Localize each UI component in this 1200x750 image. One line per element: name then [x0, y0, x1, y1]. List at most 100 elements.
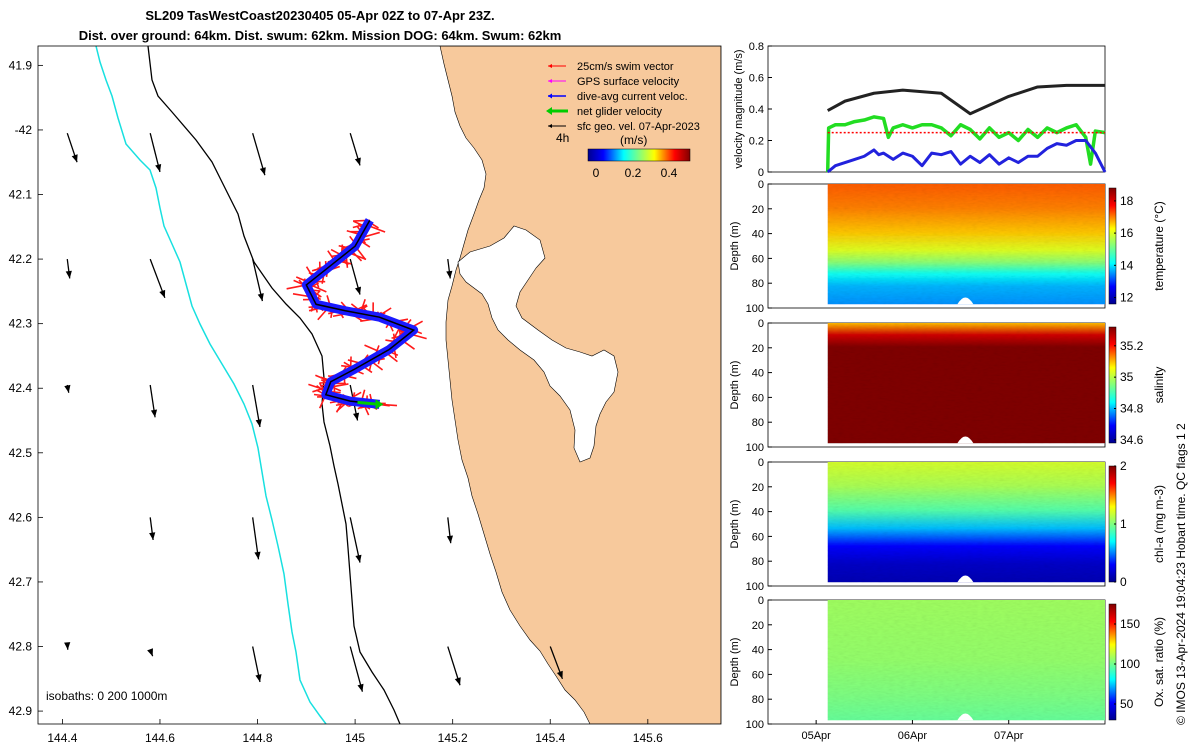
legend-colorbar [587, 148, 691, 162]
legend-label: dive-avg current veloc. [577, 91, 688, 103]
profile-field [827, 323, 1105, 444]
geo-vector-arrow [252, 517, 261, 560]
colorbar-tick-label: 1 [1120, 517, 1127, 531]
geo-vector-arrow [252, 258, 264, 302]
colorbar-tick-label: 35.2 [1120, 339, 1144, 353]
profile-field [827, 600, 1105, 721]
profile-ytick-label: 40 [752, 645, 764, 657]
legend-label: net glider velocity [577, 106, 662, 118]
colorbar-tick-label: 16 [1120, 226, 1134, 240]
isobaths-label: isobaths: 0 200 1000m [46, 689, 167, 703]
colorbar-title: (m/s) [620, 133, 647, 147]
map-ytick-label: 42.6 [9, 510, 33, 524]
profile-ytick-label: 100 [746, 442, 764, 454]
colorbar-label: Ox. sat. ratio (%) [1152, 617, 1166, 707]
profile-panel-salinity: 0 20 40 60 80 100 Depth (m) 34.6 34.8 35 35.2 salin… [729, 318, 1166, 454]
legend-item-dive-avg: dive-avg current veloc. [548, 91, 688, 103]
profile-ytick-label: 0 [758, 318, 764, 330]
map-ytick-label: 42.5 [9, 446, 33, 460]
profile-ytick-label: 100 [746, 719, 764, 731]
colorbar-tick-label: 100 [1120, 657, 1140, 671]
profile-panel-temperature: 0 20 40 60 80 100 Depth (m) 12 14 16 18 temperature… [729, 179, 1166, 315]
legend-item-gps: GPS surface velocity [548, 76, 680, 88]
velocity-series-line [826, 139, 1107, 174]
map-ytick-label: 42.2 [9, 252, 33, 266]
map-xtick-label: 145.6 [633, 731, 663, 745]
velocity-ylabel: velocity magnitude (m/s) [733, 49, 745, 168]
legend-label: 25cm/s swim vector [577, 61, 674, 73]
legend-label: GPS surface velocity [577, 76, 680, 88]
colorbar-tick-label: 12 [1120, 291, 1134, 305]
map-legend: 25cm/s swim vector GPS surface velocity … [546, 61, 700, 180]
geostrophic-vectors [64, 132, 564, 692]
profile-ytick-label: 60 [752, 669, 764, 681]
colorbar-tick-label: 14 [1120, 258, 1134, 272]
profile-panel-chla: 0 20 40 60 80 100 Depth (m) 0 1 2 chl-a (mg m-3) [729, 457, 1166, 593]
geo-vector-arrow [64, 384, 71, 393]
profile-field [827, 184, 1105, 305]
colorbar-tick-label: 34.8 [1120, 402, 1144, 416]
profile-field [827, 462, 1105, 583]
colorbar-tick-label: 0 [1120, 575, 1127, 589]
geo-vector-arrow [252, 646, 262, 683]
profile-colorbar [1108, 326, 1117, 444]
seafloor-bump [957, 713, 974, 721]
legend-item-net: net glider velocity [546, 106, 662, 118]
colorbar-label: temperature (°C) [1152, 201, 1166, 291]
velocity-series-line [825, 115, 1106, 173]
legend-interval: 4h [556, 131, 569, 145]
macquarie-harbour [457, 225, 619, 463]
colorbar-tick-label: 35 [1120, 370, 1134, 384]
profile-ytick-label: 40 [752, 507, 764, 519]
geo-vector-arrow [349, 646, 364, 692]
profile-panel-oxygen: 0 20 40 60 80 100 Depth (m) 50 100 150 Ox. sat. ra… [729, 595, 1166, 742]
profile-ytick-label: 80 [752, 556, 764, 568]
seafloor-bump [957, 297, 974, 305]
legend-label: sfc geo. vel. 07-Apr-2023 [577, 121, 700, 133]
profile-ytick-label: 100 [746, 303, 764, 315]
profile-ytick-label: 0 [758, 457, 764, 469]
map-xtick-label: 144.6 [145, 731, 175, 745]
vel-ytick-label: 0.2 [749, 136, 764, 148]
profile-ytick-label: 20 [752, 343, 764, 355]
map-xtick-label: 145 [345, 731, 365, 745]
geo-vector-arrow [149, 517, 156, 541]
profile-ylabel: Depth (m) [729, 222, 741, 271]
map-ytick-label: 42.3 [9, 317, 33, 331]
map-ytick-label: 42.8 [9, 640, 33, 654]
colorbar-tick-label: 150 [1120, 617, 1140, 631]
profile-ytick-label: 0 [758, 595, 764, 607]
profile-ytick-label: 20 [752, 204, 764, 216]
geo-vector-arrow [252, 132, 266, 176]
seafloor-bump [957, 575, 974, 583]
glider-track [286, 218, 427, 416]
profile-colorbar [1108, 187, 1117, 305]
geo-vector-arrow [549, 646, 564, 680]
geo-vector-arrow [446, 259, 453, 279]
map-xtick-label: 144.8 [243, 731, 273, 745]
map-ytick-label: 41.9 [9, 58, 33, 72]
map-xtick-label: 144.4 [47, 731, 77, 745]
map-frame [37, 45, 722, 725]
geo-vector-arrow [147, 648, 154, 657]
geo-vector-arrow [447, 646, 461, 686]
geo-vector-arrow [64, 642, 71, 650]
profile-ytick-label: 80 [752, 417, 764, 429]
profile-ytick-label: 20 [752, 482, 764, 494]
velocity-panel: 0 0.2 0.4 0.6 0.8 velocity magnitude (m/s) [733, 41, 1107, 179]
map-ytick-label: -42 [15, 123, 33, 137]
map-ytick-label: 42.9 [9, 704, 33, 718]
profile-ytick-label: 40 [752, 229, 764, 241]
map-ytick-label: 42.7 [9, 575, 33, 589]
profile-ytick-label: 80 [752, 278, 764, 290]
seafloor-bump [957, 436, 974, 444]
time-xtick-label: 06Apr [898, 730, 928, 742]
map-ytick-label: 42.1 [9, 188, 33, 202]
profile-ytick-label: 100 [746, 581, 764, 593]
geo-vector-arrow [349, 517, 362, 563]
map-panel: 144.4 144.6 144.8 145 145.2 145.4 145.6 41.9 -42… [9, 45, 722, 745]
geo-vector-arrow [149, 133, 162, 173]
geo-vector-arrow [349, 132, 361, 166]
